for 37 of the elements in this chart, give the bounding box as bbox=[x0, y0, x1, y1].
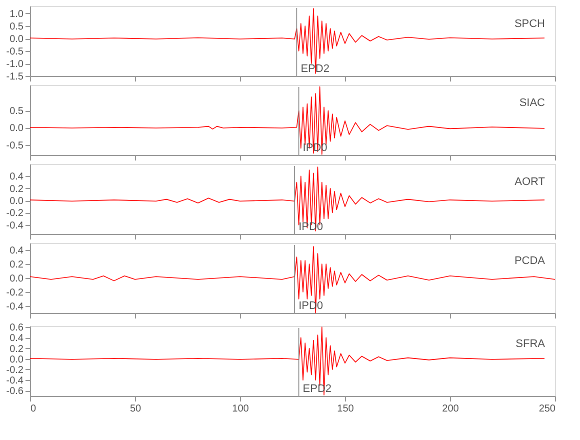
y-tick-label: -0.6 bbox=[6, 386, 24, 398]
y-tick-label: 0.4 bbox=[10, 246, 24, 256]
y-tick-label: 0.2 bbox=[10, 260, 24, 270]
x-tick-label: 100 bbox=[232, 404, 250, 414]
y-tick-label: -0.5 bbox=[6, 140, 24, 152]
y-tick-label: -0.2 bbox=[6, 208, 24, 220]
y-tick-label: 0.0 bbox=[10, 274, 24, 284]
y-tick-label: 0.2 bbox=[10, 344, 24, 355]
y-tick-label: -0.4 bbox=[6, 302, 24, 312]
y-tick-label: 0.4 bbox=[10, 172, 24, 183]
series-label: PCDA bbox=[514, 255, 546, 267]
x-tick-label: 0 bbox=[30, 404, 36, 414]
series-label: SPCH bbox=[514, 18, 546, 30]
y-tick-label: 0.0 bbox=[10, 354, 24, 366]
series-label: AORT bbox=[514, 176, 546, 188]
y-tick-label: -0.4 bbox=[6, 220, 24, 232]
x-tick-label: 200 bbox=[442, 404, 460, 414]
y-tick-label: 0.5 bbox=[10, 106, 24, 118]
x-tick-label: 150 bbox=[337, 404, 354, 414]
y-tick-label: -0.2 bbox=[6, 364, 24, 376]
series-label: SFRA bbox=[516, 338, 546, 350]
y-tick-label: -0.2 bbox=[6, 288, 24, 298]
x-tick-label: 50 bbox=[130, 404, 142, 414]
y-tick-label: -0.4 bbox=[6, 376, 24, 387]
y-tick-label: 0.0 bbox=[10, 34, 24, 45]
y-tick-label: -0.5 bbox=[6, 46, 24, 58]
y-tick-label: 0.2 bbox=[10, 184, 24, 195]
y-tick-label: 0.0 bbox=[10, 123, 24, 134]
y-tick-label: 0.4 bbox=[10, 333, 24, 344]
y-tick-label: 0.0 bbox=[10, 196, 24, 208]
y-tick-label: 0.5 bbox=[10, 22, 24, 32]
y-tick-label: 0.6 bbox=[10, 322, 24, 334]
x-tick-label: 250 bbox=[538, 404, 556, 414]
y-tick-label: 1.0 bbox=[10, 9, 24, 20]
y-tick-label: -1.5 bbox=[6, 72, 24, 82]
y-tick-label: -1.0 bbox=[6, 59, 24, 70]
series-label: SIAC bbox=[519, 97, 546, 109]
